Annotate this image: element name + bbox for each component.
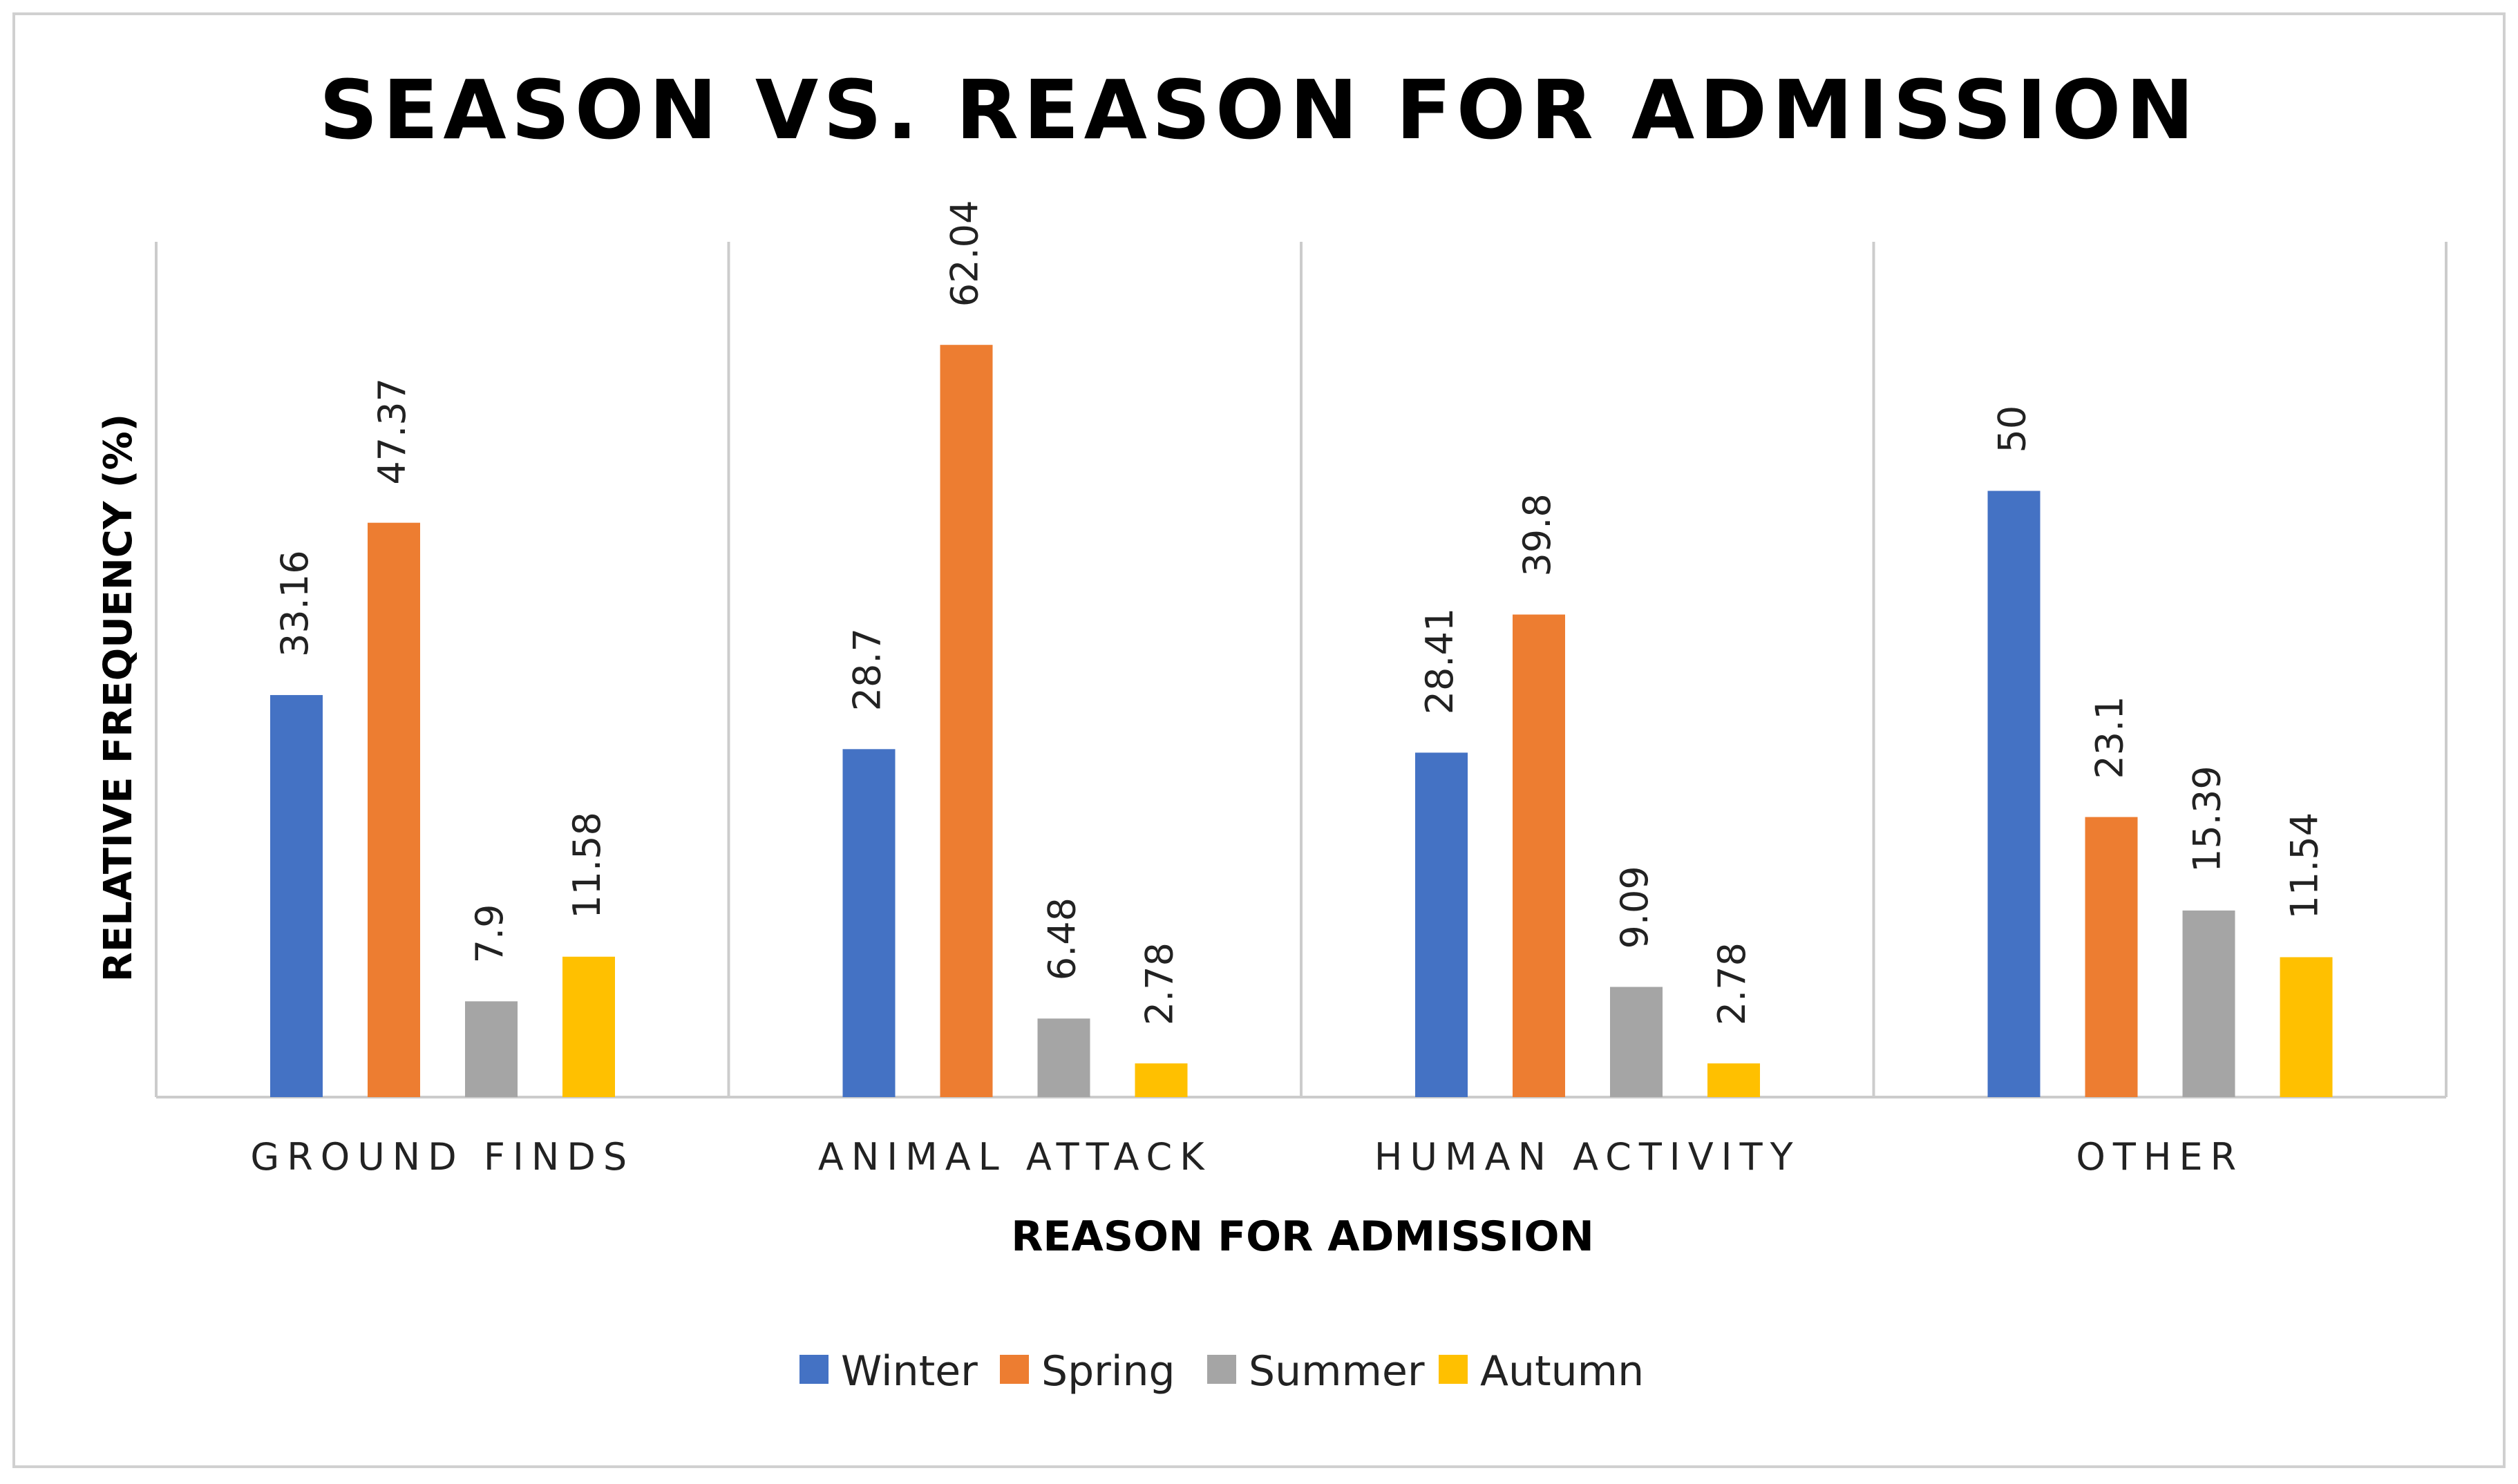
data-label: 15.39: [2186, 765, 2229, 873]
data-label: 62.04: [943, 200, 987, 307]
bar-autumn-other: [2280, 957, 2333, 1097]
plot-area: 33.16 47.37 7.9 11.58 GROUND FINDS 28.7 62.04 6…: [155, 200, 2448, 1179]
legend-label-autumn: Autumn: [1480, 1347, 1644, 1396]
x-tick-label: ANIMAL ATTACK: [818, 1135, 1212, 1179]
data-label: 9.09: [1613, 866, 1656, 949]
legend-swatch-winter: [799, 1355, 829, 1384]
chart-frame: [12, 12, 2506, 1468]
bar-spring-ground-finds: [368, 522, 420, 1097]
bar-autumn-human-activity: [1707, 1063, 1760, 1097]
legend-swatch-autumn: [1439, 1355, 1468, 1384]
bar-summer-animal-attack: [1037, 1018, 1090, 1097]
legend-swatch-spring: [1000, 1355, 1029, 1384]
x-tick-label: OTHER: [2076, 1135, 2244, 1179]
bar-winter-other: [1987, 491, 2041, 1097]
x-axis-title: REASON FOR ADMISSION: [1011, 1212, 1594, 1261]
x-tick-label: GROUND FINDS: [250, 1135, 634, 1179]
bar-spring-animal-attack: [940, 345, 993, 1097]
data-label: 6.48: [1041, 897, 1084, 980]
bar-winter-human-activity: [1415, 752, 1468, 1097]
data-label: 28.41: [1418, 608, 1461, 715]
x-tick-label: HUMAN ACTIVITY: [1374, 1135, 1801, 1179]
data-label: 2.78: [1138, 942, 1182, 1025]
data-label: 39.8: [1515, 493, 1559, 576]
legend-swatch-summer: [1207, 1355, 1236, 1384]
chart-title: SEASON VS. REASON FOR ADMISSION: [319, 62, 2199, 158]
legend-label-summer: Summer: [1249, 1347, 1425, 1396]
data-label: 47.37: [370, 378, 414, 485]
legend-label-spring: Spring: [1041, 1347, 1175, 1396]
data-label: 7.9: [468, 904, 511, 963]
bar-autumn-ground-finds: [562, 956, 615, 1097]
data-label: 11.58: [565, 812, 609, 919]
bar-spring-other: [2085, 817, 2138, 1097]
legend: Winter Spring Summer Autumn: [799, 1347, 1644, 1396]
bar-summer-other: [2182, 910, 2235, 1097]
data-label: 23.1: [2088, 696, 2132, 779]
y-axis-title: RELATIVE FREQUENCY (%): [96, 414, 141, 982]
bar-spring-human-activity: [1513, 614, 1565, 1097]
legend-label-winter: Winter: [841, 1347, 978, 1396]
bar-summer-ground-finds: [465, 1001, 518, 1097]
bar-summer-human-activity: [1610, 987, 1663, 1097]
data-label: 50: [1991, 406, 2034, 453]
bar-winter-animal-attack: [842, 749, 896, 1097]
data-label: 2.78: [1710, 942, 1754, 1025]
data-label: 28.7: [846, 628, 889, 711]
data-label: 33.16: [273, 550, 316, 657]
data-label: 11.54: [2283, 812, 2327, 920]
bar-autumn-animal-attack: [1135, 1063, 1188, 1097]
bar-winter-ground-finds: [270, 695, 323, 1097]
